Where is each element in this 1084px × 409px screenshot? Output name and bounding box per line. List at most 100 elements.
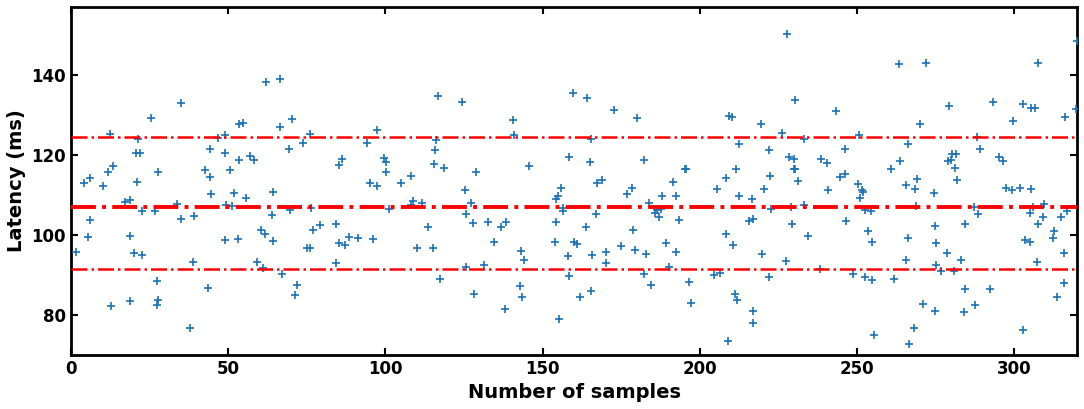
Point <box>646 210 663 216</box>
Point <box>966 302 983 308</box>
Point <box>202 173 219 180</box>
Point <box>927 262 944 269</box>
Point <box>583 288 601 294</box>
Point <box>248 259 266 265</box>
Point <box>1024 204 1042 210</box>
Point <box>582 158 599 165</box>
Point <box>1022 186 1040 192</box>
Point <box>131 150 149 156</box>
Point <box>956 309 973 315</box>
Point <box>761 147 778 154</box>
Point <box>1045 228 1062 235</box>
Point <box>724 242 741 248</box>
Point <box>551 316 568 322</box>
Point <box>424 245 441 251</box>
Point <box>1027 104 1044 111</box>
Point <box>1016 237 1033 243</box>
Point <box>196 167 214 173</box>
Point <box>75 179 92 186</box>
Point <box>146 207 164 214</box>
Point <box>708 186 725 192</box>
Point <box>143 115 160 121</box>
Point <box>264 189 282 196</box>
Point <box>263 211 281 218</box>
Point <box>925 190 942 197</box>
Point <box>456 187 474 193</box>
Point <box>1044 235 1061 241</box>
Point <box>463 200 480 206</box>
Point <box>375 155 392 161</box>
Point <box>223 202 241 209</box>
Point <box>728 297 746 303</box>
Point <box>811 266 828 272</box>
Point <box>619 191 636 197</box>
Point <box>568 241 585 247</box>
Point <box>453 99 470 105</box>
Point <box>149 302 166 308</box>
Point <box>863 276 880 283</box>
Point <box>1030 59 1047 66</box>
Point <box>496 306 514 312</box>
Point <box>668 192 685 199</box>
Point <box>100 169 117 175</box>
Point <box>711 270 728 276</box>
Point <box>1022 104 1040 111</box>
Point <box>721 112 738 119</box>
Point <box>865 331 882 338</box>
Point <box>915 301 932 308</box>
Point <box>201 146 218 152</box>
Point <box>420 224 437 230</box>
Point <box>327 259 345 266</box>
Point <box>128 150 145 157</box>
Point <box>782 204 799 210</box>
Point <box>402 202 420 208</box>
Point <box>404 198 422 204</box>
Point <box>185 213 203 219</box>
Point <box>492 224 509 231</box>
Point <box>820 187 837 193</box>
Point <box>133 252 151 258</box>
Point <box>224 190 242 197</box>
Point <box>946 164 964 171</box>
Point <box>635 271 653 278</box>
Point <box>968 134 985 141</box>
Point <box>130 136 147 143</box>
Point <box>623 184 641 191</box>
Point <box>327 221 345 227</box>
Point <box>682 300 699 307</box>
Point <box>79 234 96 240</box>
Point <box>727 166 745 173</box>
Point <box>718 175 735 182</box>
Point <box>431 276 449 283</box>
Point <box>121 197 139 204</box>
Point <box>457 211 475 217</box>
Point <box>218 202 235 208</box>
Point <box>660 263 678 270</box>
Point <box>906 186 924 192</box>
Point <box>990 154 1007 160</box>
Point <box>670 217 687 223</box>
Point <box>336 241 353 248</box>
Point <box>282 207 299 213</box>
Point <box>331 240 348 246</box>
Point <box>547 219 565 225</box>
Point <box>705 272 722 279</box>
Point <box>624 227 642 233</box>
Point <box>800 233 817 239</box>
Point <box>560 272 578 279</box>
Point <box>591 379 608 386</box>
Point <box>796 202 813 209</box>
Point <box>1034 214 1051 220</box>
Point <box>392 180 410 186</box>
Point <box>753 251 771 258</box>
Point <box>67 248 85 255</box>
Point <box>1067 106 1084 112</box>
Point <box>81 216 99 223</box>
Point <box>943 157 960 163</box>
Point <box>945 267 963 274</box>
Point <box>181 325 198 332</box>
Point <box>361 180 378 186</box>
Point <box>855 189 873 196</box>
Point <box>571 294 589 300</box>
Point <box>760 274 777 281</box>
